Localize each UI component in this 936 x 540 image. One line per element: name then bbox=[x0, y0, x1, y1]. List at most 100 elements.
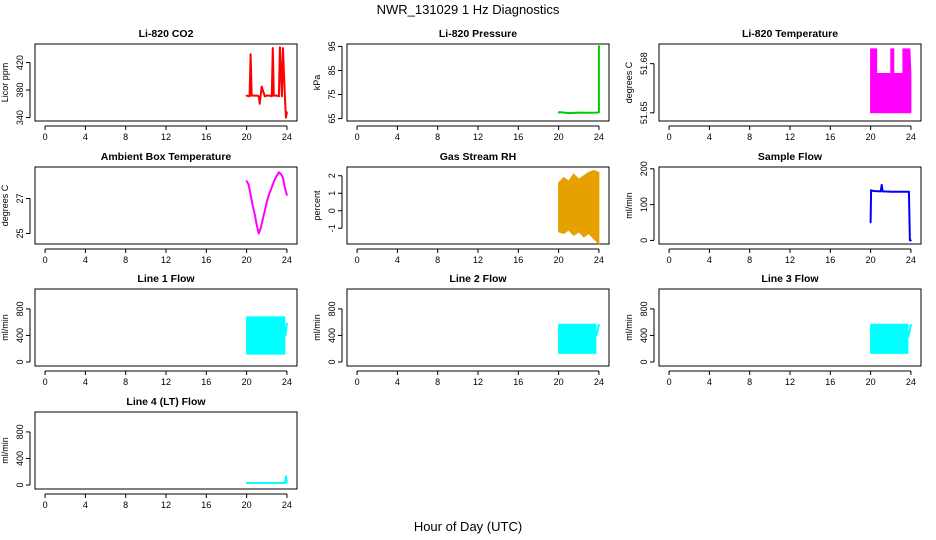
x-tick-label: 20 bbox=[242, 255, 252, 265]
x-tick-label: 12 bbox=[473, 377, 483, 387]
y-tick-label: 0 bbox=[15, 360, 25, 365]
data-point bbox=[596, 111, 598, 114]
data-point bbox=[257, 95, 260, 98]
data-point bbox=[910, 239, 912, 242]
data-point bbox=[908, 190, 910, 193]
x-tick-label: 0 bbox=[667, 377, 672, 387]
data-point bbox=[275, 174, 278, 177]
panel-title: Sample Flow bbox=[758, 151, 823, 163]
x-tick-label: 0 bbox=[43, 500, 48, 510]
plot-frame bbox=[346, 43, 610, 122]
y-tick-label: 420 bbox=[15, 55, 25, 70]
x-tick-label: 12 bbox=[161, 255, 171, 265]
data-point bbox=[567, 112, 570, 114]
y-tick-label: 0 bbox=[327, 360, 337, 365]
series-line-line-2-end bbox=[595, 324, 600, 336]
data-point bbox=[271, 47, 274, 49]
x-tick-label: 20 bbox=[242, 377, 252, 387]
x-tick-label: 12 bbox=[473, 132, 483, 142]
x-tick-label: 0 bbox=[355, 255, 360, 265]
x-tick-label: 4 bbox=[83, 500, 88, 510]
panel-line-3-flow: Line 3 Flow ml/min 0 4 8 12 16 20 24 0 400 800 bbox=[624, 273, 922, 387]
data-point bbox=[253, 213, 256, 216]
series-line-ambient bbox=[245, 171, 288, 235]
y-tick-label: 400 bbox=[15, 451, 25, 466]
data-point bbox=[869, 221, 872, 224]
series-band-temperature bbox=[870, 48, 912, 114]
x-tick-label: 16 bbox=[201, 255, 211, 265]
y-tick-label: 65 bbox=[327, 114, 337, 124]
data-point bbox=[587, 111, 590, 114]
series-line-co2 bbox=[246, 46, 288, 119]
x-tick-label: 16 bbox=[201, 377, 211, 387]
plot-frame bbox=[658, 166, 922, 245]
data-point bbox=[272, 94, 275, 97]
data-point bbox=[278, 95, 280, 98]
data-point bbox=[251, 204, 254, 207]
series-line-line-4 bbox=[246, 475, 288, 484]
data-point bbox=[598, 323, 600, 326]
x-tick-label: 12 bbox=[473, 255, 483, 265]
y-tick-label: 340 bbox=[15, 110, 25, 125]
panel-title: Li-820 Pressure bbox=[439, 28, 517, 40]
data-point bbox=[260, 85, 263, 88]
x-tick-label: 4 bbox=[707, 255, 712, 265]
data-point bbox=[273, 178, 276, 181]
x-tick-label: 8 bbox=[123, 132, 128, 142]
x-tick-label: 16 bbox=[825, 377, 835, 387]
data-point bbox=[889, 190, 892, 193]
y-axis-label: ml/min bbox=[312, 314, 322, 341]
y-tick-label: 95 bbox=[327, 41, 337, 51]
data-point bbox=[558, 111, 561, 113]
x-tick-label: 4 bbox=[395, 255, 400, 265]
x-tick-label: 24 bbox=[906, 255, 916, 265]
x-tick-label: 24 bbox=[906, 377, 916, 387]
x-tick-label: 16 bbox=[201, 500, 211, 510]
x-tick-label: 8 bbox=[123, 377, 128, 387]
data-point bbox=[899, 190, 902, 193]
y-tick-label: 100 bbox=[639, 197, 649, 212]
data-point bbox=[269, 188, 272, 191]
y-tick-label: -1 bbox=[327, 224, 337, 232]
y-axis-label: degrees C bbox=[0, 184, 10, 226]
x-tick-label: 24 bbox=[594, 132, 604, 142]
data-point bbox=[245, 94, 248, 97]
x-tick-label: 0 bbox=[355, 132, 360, 142]
panel-line-2-flow: Line 2 Flow ml/min 0 4 8 12 16 20 24 0 400 800 bbox=[312, 273, 610, 387]
data-point bbox=[248, 95, 251, 98]
data-point bbox=[255, 223, 258, 226]
data-point bbox=[284, 482, 286, 484]
data-point bbox=[285, 116, 287, 119]
x-tick-label: 12 bbox=[785, 377, 795, 387]
data-point bbox=[595, 334, 598, 337]
data-point bbox=[286, 481, 288, 484]
plot-frame bbox=[34, 288, 298, 367]
data-point bbox=[259, 227, 262, 230]
x-tick-label: 8 bbox=[747, 377, 752, 387]
data-point bbox=[255, 94, 258, 97]
panel-li-820-temperature: Li-820 Temperature degrees C 0 4 8 12 16 20 24 51… bbox=[624, 28, 922, 142]
data-point bbox=[282, 47, 284, 49]
panel-title: Line 1 Flow bbox=[137, 273, 195, 285]
data-point bbox=[281, 95, 283, 98]
x-tick-label: 8 bbox=[435, 255, 440, 265]
x-tick-label: 20 bbox=[866, 132, 876, 142]
y-tick-label: 1 bbox=[327, 191, 337, 196]
data-point bbox=[286, 111, 288, 113]
plot-frame bbox=[34, 43, 298, 122]
data-point bbox=[257, 232, 260, 235]
x-tick-label: 8 bbox=[435, 132, 440, 142]
y-axis-label: ml/min bbox=[624, 314, 634, 341]
data-point bbox=[870, 189, 872, 192]
panel-li-820-co2: Li-820 CO2 Licor ppm 0 4 8 12 16 20 24 340 380 420 bbox=[0, 28, 298, 142]
plot-frame bbox=[658, 288, 922, 367]
data-point bbox=[285, 475, 287, 478]
data-point bbox=[250, 94, 253, 97]
x-tick-label: 0 bbox=[43, 377, 48, 387]
data-point bbox=[279, 46, 281, 49]
figure-title: NWR_131029 1 Hz Diagnostics bbox=[377, 2, 560, 17]
x-tick-label: 20 bbox=[242, 500, 252, 510]
y-tick-label: 400 bbox=[639, 328, 649, 343]
y-tick-label: 75 bbox=[327, 90, 337, 100]
